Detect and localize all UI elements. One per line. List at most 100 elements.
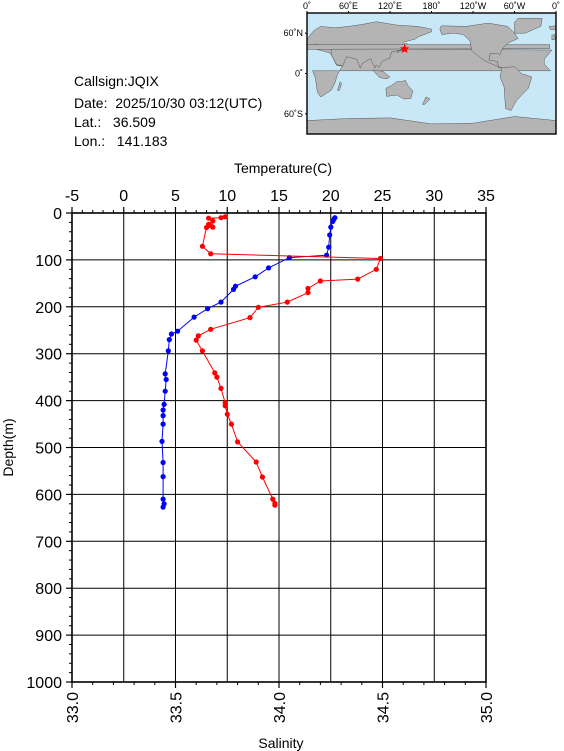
temperature-line xyxy=(161,217,336,508)
salinity-point xyxy=(222,214,228,220)
salinity-point xyxy=(377,255,383,262)
salinity-point xyxy=(305,285,311,292)
salinity-point xyxy=(214,374,220,380)
station-marker xyxy=(399,44,410,53)
depth-tick-label: 100 xyxy=(35,253,62,270)
salinity-point xyxy=(253,459,259,465)
land-uk xyxy=(551,34,556,41)
temperature-point xyxy=(162,371,168,377)
temperature-point xyxy=(160,504,166,510)
depth-tick-label: 500 xyxy=(35,441,62,458)
salinity-point xyxy=(212,370,218,376)
temperature-point xyxy=(328,224,334,230)
temperature-point xyxy=(191,314,197,320)
map-lon-label: 120˚E xyxy=(378,1,402,11)
temperature-tick-label: 5 xyxy=(171,188,180,205)
salinity-point xyxy=(218,215,224,221)
map-lon-label: 180˚ xyxy=(422,1,440,11)
salinity-tick-label: 35.0 xyxy=(479,692,496,723)
land-indonesia xyxy=(372,69,391,80)
salinity-point xyxy=(222,403,228,409)
depth-tick-label: 600 xyxy=(35,487,62,504)
land-madagascar xyxy=(337,81,342,91)
salinity-point xyxy=(193,337,199,343)
temperature-point xyxy=(163,376,169,383)
depth-tick-label: 700 xyxy=(35,534,62,551)
temperature-tick-label: 0 xyxy=(119,188,128,205)
salinity-point xyxy=(255,304,261,310)
temperature-tick-label: 35 xyxy=(477,188,495,205)
land-new-zealand xyxy=(422,96,431,105)
salinity-point xyxy=(210,224,216,230)
salinity-point xyxy=(224,411,230,417)
salinity-point xyxy=(284,299,290,305)
temperature-point xyxy=(252,274,258,280)
salinity-point xyxy=(373,266,379,272)
depth-tick-label: 900 xyxy=(35,628,62,645)
map-lat-label: 60˚N xyxy=(283,28,303,38)
salinity-point xyxy=(218,385,224,391)
temperature-point xyxy=(266,265,272,271)
salinity-point xyxy=(208,251,214,257)
salinity-point xyxy=(259,474,265,480)
temperature-point xyxy=(160,421,166,427)
salinity-point xyxy=(228,421,234,427)
temperature-point xyxy=(162,388,168,394)
land-south-america xyxy=(499,66,533,111)
salinity-point xyxy=(317,278,323,284)
land-north-america xyxy=(439,22,519,69)
salinity-point xyxy=(272,502,278,508)
land-greenland xyxy=(514,18,543,34)
depth-tick-label: 400 xyxy=(35,394,62,411)
temperature-tick-label: -5 xyxy=(65,188,79,205)
temperature-point xyxy=(160,474,166,480)
temperature-tick-label: 10 xyxy=(218,188,236,205)
map-lat-label: 0˚ xyxy=(295,69,303,79)
land-australia xyxy=(385,79,414,100)
salinity-point xyxy=(208,326,214,332)
depth-tick-label: 300 xyxy=(35,347,62,364)
temperature-point xyxy=(168,331,174,337)
temperature-tick-label: 30 xyxy=(425,188,443,205)
salinity-point xyxy=(235,439,241,445)
depth-tick-label: 800 xyxy=(35,581,62,598)
temperature-point xyxy=(166,337,172,343)
longitude-text: Lon.: 141.183 xyxy=(74,133,168,149)
temperature-point xyxy=(160,413,166,419)
salinity-point xyxy=(206,215,212,221)
map-land xyxy=(306,18,557,135)
salinity-point xyxy=(195,333,201,339)
temperature-point xyxy=(327,232,333,238)
callsign-text: Callsign:JQIX xyxy=(74,73,159,89)
date-text: Date: 2025/10/30 03:12(UTC) xyxy=(74,95,263,111)
salinity-tick-label: 33.5 xyxy=(169,692,186,723)
map-lat-label: 60˚S xyxy=(284,109,303,119)
temperature-axis-label: Temperature(C) xyxy=(234,160,332,176)
temperature-tick-label: 20 xyxy=(322,188,340,205)
temperature-tick-label: 25 xyxy=(374,188,392,205)
temperature-point xyxy=(175,328,181,334)
salinity-point xyxy=(203,224,210,231)
salinity-point xyxy=(210,218,216,224)
salinity-tick-label: 33.0 xyxy=(65,692,82,723)
salinity-point xyxy=(247,315,253,321)
depth-tick-label: 200 xyxy=(35,300,62,317)
temperature-point xyxy=(218,299,224,305)
temperature-point xyxy=(160,496,166,502)
temperature-point xyxy=(159,438,165,444)
temperature-point xyxy=(205,306,211,312)
map-lon-label: 0˚ xyxy=(303,1,311,11)
temperature-point xyxy=(160,459,166,466)
depth-axis-label: Depth(m) xyxy=(0,418,16,476)
temperature-point xyxy=(330,218,336,224)
temperature-point xyxy=(160,407,166,413)
temperature-point xyxy=(326,244,332,250)
temperature-tick-label: 15 xyxy=(270,188,288,205)
salinity-axis-label: Salinity xyxy=(258,735,303,751)
salinity-point xyxy=(355,276,361,282)
temperature-point xyxy=(230,286,237,292)
depth-tick-label: 0 xyxy=(53,206,62,223)
